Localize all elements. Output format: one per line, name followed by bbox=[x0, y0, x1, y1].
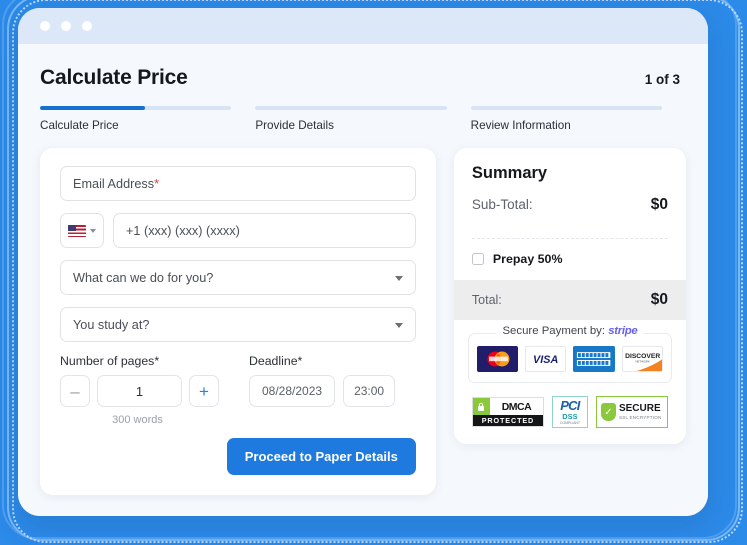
discover-icon: DISCOVER NETWORK bbox=[621, 346, 664, 372]
payment-methods-group: Secure Payment by: stripe bbox=[467, 325, 672, 383]
step-calculate-price[interactable]: Calculate Price bbox=[40, 106, 255, 132]
content-columns: Email Address * +1 (xxx) (xxx) (xxxx) Wha… bbox=[40, 148, 686, 495]
step-progress: Calculate Price Provide Details Review I… bbox=[40, 106, 686, 132]
summary-subtotal-label: Sub-Total: bbox=[471, 197, 533, 212]
window-titlebar bbox=[18, 8, 708, 44]
svg-text:NETWORK: NETWORK bbox=[635, 359, 649, 363]
chevron-down-icon bbox=[90, 228, 96, 233]
step-provide-details[interactable]: Provide Details bbox=[255, 106, 470, 132]
visa-icon: VISA bbox=[525, 346, 567, 372]
step-label-1: Calculate Price bbox=[40, 119, 119, 132]
order-form-card: Email Address * +1 (xxx) (xxx) (xxxx) Wha… bbox=[40, 148, 436, 495]
ssl-text-block: SECURE SSL ENCRYPTION bbox=[618, 403, 662, 421]
deadline-label: Deadline* bbox=[249, 354, 395, 368]
deadline-group: Deadline* 08/28/2023 23:00 bbox=[249, 354, 396, 426]
pages-decrement-button[interactable]: – bbox=[60, 375, 90, 407]
summary-subtotal-row: Sub-Total: $0 bbox=[472, 196, 668, 214]
phone-field[interactable]: +1 (xxx) (xxx) (xxxx) bbox=[113, 213, 416, 248]
pages-stepper: – 1 + bbox=[60, 375, 219, 407]
dmca-badge-top: DMCA bbox=[472, 398, 543, 415]
step-label-3: Review Information bbox=[470, 119, 571, 132]
window-dot-minimize[interactable] bbox=[61, 21, 71, 31]
step-bar-2 bbox=[255, 106, 447, 110]
summary-total-label: Total: bbox=[471, 293, 502, 307]
dmca-label: DMCA bbox=[501, 400, 532, 413]
email-required-mark: * bbox=[154, 176, 160, 191]
prepay-label: Prepay 50% bbox=[492, 252, 563, 266]
pages-label: Number of pages* bbox=[60, 354, 219, 368]
step-bar-1 bbox=[40, 106, 232, 110]
pages-deadline-row: Number of pages* – 1 + 300 words De bbox=[60, 354, 416, 426]
summary-total-value: $0 bbox=[650, 291, 668, 308]
page-title: Calculate Price bbox=[40, 66, 188, 89]
page-header: Calculate Price 1 of 3 bbox=[40, 66, 686, 90]
mastercard-icon bbox=[476, 346, 519, 372]
deadline-required-mark: * bbox=[297, 354, 303, 368]
page-content: Calculate Price 1 of 3 Calculate Price P… bbox=[18, 44, 708, 516]
svg-text:VISA: VISA bbox=[533, 354, 558, 366]
phone-row: +1 (xxx) (xxx) (xxxx) bbox=[60, 213, 416, 248]
service-select[interactable]: What can we do for you? bbox=[60, 260, 416, 295]
american-express-icon bbox=[573, 346, 615, 372]
study-select[interactable]: You study at? bbox=[60, 307, 416, 342]
pages-group: Number of pages* – 1 + 300 words bbox=[60, 354, 219, 426]
pci-label: PCI bbox=[560, 398, 580, 413]
summary-title: Summary bbox=[471, 164, 548, 182]
pages-required-mark: * bbox=[154, 354, 160, 368]
secure-payment-section: Secure Payment by: stripe bbox=[453, 320, 686, 444]
dss-label: DSS bbox=[562, 412, 578, 421]
deadline-label-text: Deadline bbox=[249, 354, 298, 368]
shield-check-icon: ✓ bbox=[600, 403, 616, 421]
service-select-value: What can we do for you? bbox=[73, 270, 214, 285]
step-bar-3 bbox=[470, 106, 662, 110]
pci-compliant-label: COMPLIANT bbox=[559, 421, 580, 425]
step-counter: 1 of 3 bbox=[644, 72, 680, 87]
pages-word-count-hint: 300 words bbox=[112, 414, 163, 426]
summary-divider bbox=[471, 238, 668, 239]
submit-row: Proceed to Paper Details bbox=[60, 438, 416, 475]
chevron-down-icon bbox=[394, 275, 403, 281]
pages-label-text: Number of pages bbox=[60, 354, 155, 368]
step-review-information[interactable]: Review Information bbox=[470, 106, 686, 132]
phone-placeholder: +1 (xxx) (xxx) (xxxx) bbox=[126, 223, 240, 238]
stripe-logo: stripe bbox=[608, 325, 638, 337]
lock-icon bbox=[472, 398, 490, 415]
proceed-to-paper-details-button[interactable]: Proceed to Paper Details bbox=[226, 438, 416, 475]
deadline-time-input[interactable]: 23:00 bbox=[343, 375, 396, 407]
dmca-protected-label: PROTECTED bbox=[472, 415, 543, 426]
deadline-inputs: 08/28/2023 23:00 bbox=[249, 375, 396, 407]
ssl-encryption-label: SSL ENCRYPTION bbox=[618, 415, 662, 420]
email-placeholder: Email Address bbox=[73, 176, 155, 191]
window-dot-close[interactable] bbox=[40, 21, 50, 31]
svg-text:DISCOVER: DISCOVER bbox=[625, 353, 660, 360]
email-field[interactable]: Email Address * bbox=[60, 166, 416, 201]
secure-ssl-badge[interactable]: ✓ SECURE SSL ENCRYPTION bbox=[595, 396, 668, 428]
prepay-option[interactable]: Prepay 50% bbox=[471, 239, 668, 272]
prepay-checkbox[interactable] bbox=[471, 253, 484, 265]
chevron-down-icon bbox=[394, 322, 403, 328]
summary-total-row: Total: $0 bbox=[453, 280, 686, 320]
secure-payment-legend: Secure Payment by: stripe bbox=[496, 325, 644, 337]
pci-dss-badge[interactable]: PCI DSS COMPLIANT bbox=[551, 396, 588, 428]
secure-label: SECURE bbox=[618, 403, 661, 414]
summary-top: Summary Sub-Total: $0 Prepay 50% bbox=[454, 148, 686, 280]
step-label-2: Provide Details bbox=[255, 119, 334, 132]
country-code-selector[interactable] bbox=[60, 213, 104, 248]
pages-value[interactable]: 1 bbox=[97, 375, 182, 407]
us-flag-icon bbox=[68, 224, 86, 237]
window-dot-maximize[interactable] bbox=[82, 21, 92, 31]
secure-payment-text: Secure Payment by: bbox=[502, 325, 606, 337]
deadline-date-input[interactable]: 08/28/2023 bbox=[249, 375, 336, 407]
browser-window: Calculate Price 1 of 3 Calculate Price P… bbox=[18, 8, 708, 516]
dmca-protected-badge[interactable]: DMCA PROTECTED bbox=[471, 397, 544, 427]
trust-badges: DMCA PROTECTED PCI DSS COMPLIANT ✓ bbox=[468, 396, 672, 428]
pages-increment-button[interactable]: + bbox=[189, 375, 219, 407]
study-select-value: You study at? bbox=[73, 317, 150, 332]
summary-subtotal-value: $0 bbox=[650, 196, 668, 213]
summary-card: Summary Sub-Total: $0 Prepay 50% Total: bbox=[453, 148, 686, 444]
